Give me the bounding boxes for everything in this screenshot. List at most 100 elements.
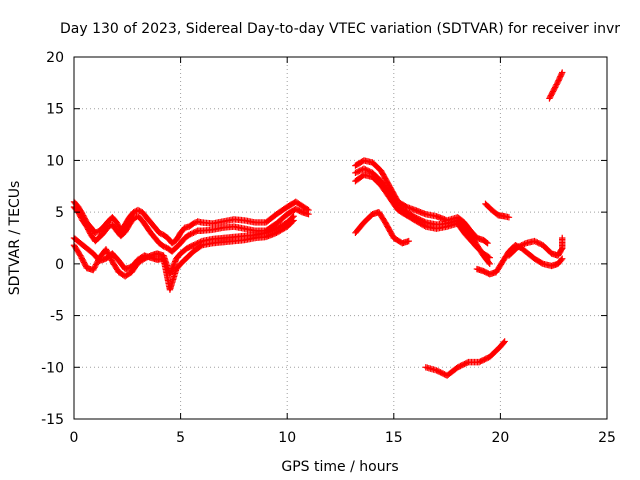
series-arc3 [70,217,297,293]
data-point [114,220,121,228]
y-tick-label: -15 [41,412,64,428]
data-point [486,260,493,268]
x-axis-label: GPS time / hours [281,459,398,475]
series-arc12 [482,200,513,221]
data-point [521,240,528,248]
data-point [553,81,560,88]
series-arc13 [546,69,566,102]
data-point [463,359,471,366]
data-point [107,254,114,261]
data-point [105,251,113,259]
data-point [103,247,110,254]
data-point [352,169,359,177]
y-tick-label: -10 [41,360,64,376]
data-point [136,207,143,214]
data-point [78,255,86,262]
data-point [551,85,558,92]
data-point [80,257,87,265]
x-tick-label: 0 [70,430,79,446]
data-point [362,166,369,173]
data-point [486,254,493,261]
x-tick-label: 10 [278,430,296,446]
data-point [113,219,120,226]
data-point [104,250,112,257]
data-point [92,262,99,270]
x-tick-label: 20 [491,430,509,446]
data-point [558,70,565,78]
data-point [94,258,101,265]
data-point [356,167,363,174]
data-point [195,239,203,246]
data-point [185,231,193,239]
y-tick-label: 20 [46,50,64,66]
data-point [77,252,84,259]
data-point [549,88,557,95]
data-point [305,211,312,218]
data-point [559,255,566,262]
x-tick-label: 15 [385,430,403,446]
data-point [191,219,199,227]
data-point [548,91,555,98]
data-point [552,82,560,90]
data-point [559,234,566,242]
y-tick-label: 5 [55,205,64,221]
data-point [90,265,98,272]
data-point [517,242,524,250]
series-arc11 [505,234,566,259]
data-point [79,256,86,263]
data-point [551,84,559,91]
data-point [193,228,200,235]
data-point [546,93,554,101]
data-point [187,231,194,238]
data-point [531,237,538,245]
data-point [534,239,541,246]
data-point [107,255,115,263]
data-point [485,253,492,261]
data-point [559,69,566,76]
data-point [197,238,204,245]
data-point [549,89,556,97]
data-point [190,242,197,249]
data-point [75,210,83,217]
data-point [505,214,513,221]
data-point [483,239,490,246]
data-point [93,259,100,267]
data-point [104,248,111,256]
data-point [405,237,412,245]
x-tick-label: 25 [598,430,616,446]
data-point [92,261,100,268]
y-axis-label: SDTVAR / TECUs [7,181,23,296]
data-point [157,230,164,237]
data-point [421,222,428,230]
data-point [360,165,368,172]
data-point [547,92,555,99]
series-arc2 [70,203,312,255]
data-point [134,206,142,214]
data-point [500,339,508,346]
x-tick-label: 5 [176,430,185,446]
y-tick-label: -5 [50,309,64,325]
data-point [546,95,553,102]
chart-title: Day 130 of 2023, Sidereal Day-to-day VTE… [60,21,620,37]
data-point [77,253,85,261]
data-point [515,243,523,250]
data-point [363,166,370,174]
data-point [80,259,88,266]
data-point [94,257,102,264]
data-point [290,213,297,220]
data-point [91,264,98,271]
data-point [193,240,200,248]
data-point [85,226,92,233]
data-point [130,208,137,216]
data-point [161,243,169,251]
data-point [77,213,84,220]
data-point [84,224,91,232]
data-point [77,214,85,221]
data-point [104,223,112,230]
data-points [70,69,566,379]
data-point [519,241,527,248]
series-arc4 [70,213,297,280]
series-arc9 [422,338,508,379]
data-point [191,241,199,248]
